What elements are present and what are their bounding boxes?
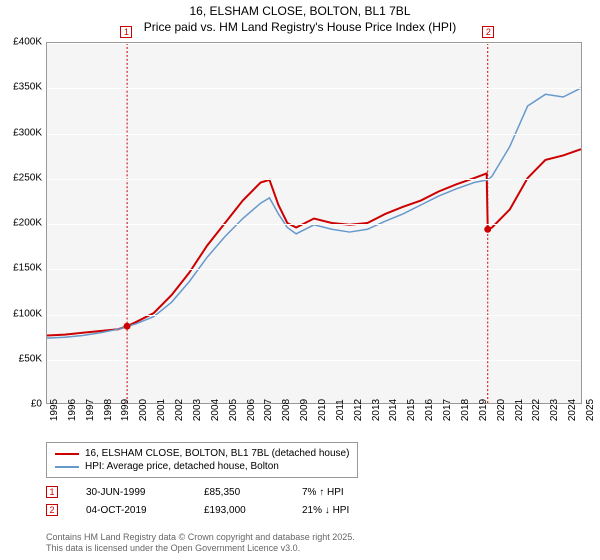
xtick-label: 2013	[371, 399, 382, 421]
chart-svg	[47, 43, 581, 403]
ytick-label: £50K	[0, 353, 42, 364]
legend: 16, ELSHAM CLOSE, BOLTON, BL1 7BL (detac…	[46, 442, 358, 478]
xtick-label: 2012	[353, 399, 364, 421]
sale-delta: 21% ↓ HPI	[302, 505, 349, 516]
xtick-label: 2019	[478, 399, 489, 421]
legend-swatch	[55, 453, 79, 455]
ytick-label: £200K	[0, 218, 42, 229]
xtick-label: 2016	[424, 399, 435, 421]
gridline	[47, 224, 581, 225]
ytick-label: £0	[0, 399, 42, 410]
xtick-label: 1997	[85, 399, 96, 421]
gridline	[47, 360, 581, 361]
legend-swatch	[55, 466, 79, 468]
ytick-label: £400K	[0, 37, 42, 48]
xtick-label: 1999	[120, 399, 131, 421]
sale-date: 04-OCT-2019	[86, 505, 176, 516]
gridline	[47, 269, 581, 270]
footer-line1: Contains HM Land Registry data © Crown c…	[46, 532, 355, 543]
xtick-label: 2006	[246, 399, 257, 421]
xtick-label: 2002	[174, 399, 185, 421]
xtick-label: 2015	[406, 399, 417, 421]
xtick-label: 2017	[442, 399, 453, 421]
xtick-label: 1998	[103, 399, 114, 421]
gridline	[47, 88, 581, 89]
ytick-label: £250K	[0, 172, 42, 183]
legend-label: HPI: Average price, detached house, Bolt…	[85, 461, 279, 472]
xtick-label: 2023	[549, 399, 560, 421]
xtick-label: 2005	[228, 399, 239, 421]
ytick-label: £100K	[0, 308, 42, 319]
sale-price: £85,350	[204, 487, 274, 498]
xtick-label: 1995	[49, 399, 60, 421]
marker-label: 2	[482, 26, 494, 38]
legend-label: 16, ELSHAM CLOSE, BOLTON, BL1 7BL (detac…	[85, 448, 349, 459]
ytick-label: £300K	[0, 127, 42, 138]
ytick-label: £350K	[0, 82, 42, 93]
chart-title: 16, ELSHAM CLOSE, BOLTON, BL1 7BL	[0, 0, 600, 20]
gridline	[47, 315, 581, 316]
ytick-label: £150K	[0, 263, 42, 274]
xtick-label: 2008	[281, 399, 292, 421]
xtick-label: 2014	[388, 399, 399, 421]
plot-area	[46, 42, 582, 404]
xtick-label: 1996	[67, 399, 78, 421]
chart-subtitle: Price paid vs. HM Land Registry's House …	[0, 20, 600, 40]
footer: Contains HM Land Registry data © Crown c…	[46, 532, 355, 554]
xtick-label: 2003	[192, 399, 203, 421]
sale-date: 30-JUN-1999	[86, 487, 176, 498]
sale-delta: 7% ↑ HPI	[302, 487, 344, 498]
xtick-label: 2011	[335, 399, 346, 421]
marker-label: 1	[120, 26, 132, 38]
gridline	[47, 134, 581, 135]
sale-row: 2 04-OCT-2019 £193,000 21% ↓ HPI	[46, 504, 349, 516]
footer-line2: This data is licensed under the Open Gov…	[46, 543, 355, 554]
xtick-label: 2021	[514, 399, 525, 421]
xtick-label: 2020	[496, 399, 507, 421]
xtick-label: 2000	[138, 399, 149, 421]
sale-row: 1 30-JUN-1999 £85,350 7% ↑ HPI	[46, 486, 344, 498]
xtick-label: 2009	[299, 399, 310, 421]
legend-item: 16, ELSHAM CLOSE, BOLTON, BL1 7BL (detac…	[55, 447, 349, 460]
xtick-label: 2007	[263, 399, 274, 421]
xtick-label: 2004	[210, 399, 221, 421]
xtick-label: 2001	[156, 399, 167, 421]
xtick-label: 2025	[585, 399, 596, 421]
sale-marker: 2	[46, 504, 58, 516]
xtick-label: 2022	[531, 399, 542, 421]
chart-container: 16, ELSHAM CLOSE, BOLTON, BL1 7BL Price …	[0, 0, 600, 560]
gridline	[47, 43, 581, 44]
xtick-label: 2010	[317, 399, 328, 421]
gridline	[47, 179, 581, 180]
sale-marker: 1	[46, 486, 58, 498]
sale-price: £193,000	[204, 505, 274, 516]
xtick-label: 2018	[460, 399, 471, 421]
xtick-label: 2024	[567, 399, 578, 421]
legend-item: HPI: Average price, detached house, Bolt…	[55, 460, 349, 473]
